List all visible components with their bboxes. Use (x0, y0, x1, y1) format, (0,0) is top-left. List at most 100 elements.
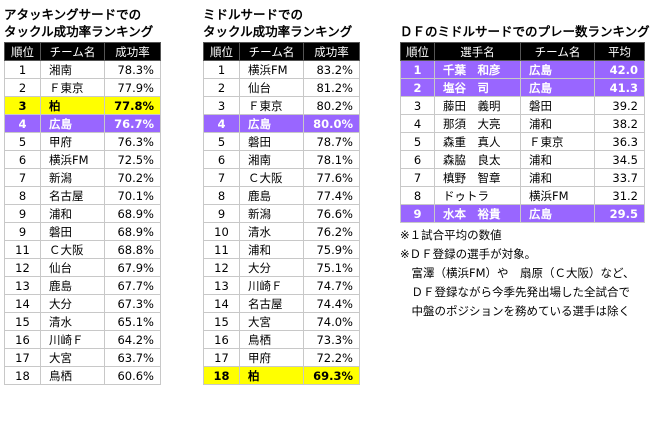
table3-row: 7 槙野 智章 浦和 33.7 (400, 168, 645, 187)
table1-row: 15 清水 65.1% (4, 312, 161, 331)
table3-value-cell: 36.3 (594, 132, 645, 151)
table2-rank-cell: 8 (203, 186, 240, 205)
table1-value-cell: 68.9% (104, 222, 161, 241)
table3-player-cell: ドゥトラ (434, 186, 521, 205)
table2-rank-cell: 17 (203, 348, 240, 367)
table3-rank-cell: 2 (400, 78, 435, 97)
table2-rank-cell: 7 (203, 168, 240, 187)
table1-team-cell: Ｆ東京 (40, 78, 105, 97)
table3-value-cell: 29.5 (594, 204, 645, 223)
table1-rank-cell: 15 (4, 312, 41, 331)
table2-row: 8 鹿島 77.4% (203, 186, 360, 205)
table2-team-cell: 仙台 (239, 78, 304, 97)
table1-team-cell: 新潟 (40, 168, 105, 187)
table3-value-cell: 34.5 (594, 150, 645, 169)
note-line: ＤＦ登録ながら今季先発出場した全試合で (400, 285, 630, 299)
table3-row: 6 森脇 良太 浦和 34.5 (400, 150, 645, 169)
table2-rank-cell: 2 (203, 78, 240, 97)
table1-rank-cell: 18 (4, 366, 41, 385)
table2-title-line1: ミドルサードでの (203, 7, 304, 22)
table1-rank-cell: 12 (4, 258, 41, 277)
table3-team-cell: 広島 (520, 78, 595, 97)
table3-row: 4 那須 大亮 浦和 38.2 (400, 114, 645, 133)
table2-value-cell: 76.2% (303, 222, 360, 241)
table1-row: 7 新潟 70.2% (4, 168, 161, 187)
table2-row: 15 大宮 74.0% (203, 312, 360, 331)
table3-row: 8 ドゥトラ 横浜FM 31.2 (400, 186, 645, 205)
table2-rank-cell: 5 (203, 132, 240, 151)
table2-team-cell: 浦和 (239, 240, 304, 259)
table2-value-cell: 77.6% (303, 168, 360, 187)
table1-row: 17 大宮 63.7% (4, 348, 161, 367)
table3-value-cell: 31.2 (594, 186, 645, 205)
table1-value-cell: 68.8% (104, 240, 161, 259)
table2-value-cell: 78.1% (303, 150, 360, 169)
table1-rank-cell: 9 (4, 204, 41, 223)
table2-row: 7 Ｃ大阪 77.6% (203, 168, 360, 187)
table3-team-cell: 浦和 (520, 168, 595, 187)
table1-row: 13 鹿島 67.7% (4, 276, 161, 295)
table3-player-cell: 森重 真人 (434, 132, 521, 151)
table3-player-cell: 藤田 義明 (434, 96, 521, 115)
table1-rank-cell: 9 (4, 222, 41, 241)
table1-row: 12 仙台 67.9% (4, 258, 161, 277)
table1-header-rank: 順位 (4, 42, 41, 61)
table1-rank-cell: 17 (4, 348, 41, 367)
table1-value-cell: 64.2% (104, 330, 161, 349)
table1-value-cell: 77.8% (104, 96, 161, 115)
table2-rank-cell: 13 (203, 276, 240, 295)
table3-team-cell: 磐田 (520, 96, 595, 115)
table2-team-cell: Ｆ東京 (239, 96, 304, 115)
table1-header-team: チーム名 (40, 42, 105, 61)
table2-value-cell: 80.2% (303, 96, 360, 115)
table3: 順位 選手名 チーム名 平均 1 千葉 和彦 広島 42.0 2 塩谷 司広島 41.3 3 藤… (400, 42, 645, 223)
table3-value-cell: 41.3 (594, 78, 645, 97)
table1-team-cell: 甲府 (40, 132, 105, 151)
table3-header-player: 選手名 (434, 42, 521, 61)
note-line: ※ＤＦ登録の選手が対象。 (400, 247, 537, 261)
table3-team-cell: 浦和 (520, 150, 595, 169)
table1-rank-cell: 14 (4, 294, 41, 313)
table2-header-row: 順位 チーム名 成功率 (203, 42, 360, 61)
table3-player-cell: 千葉 和彦 (434, 60, 521, 79)
table1-team-cell: 名古屋 (40, 186, 105, 205)
table1-value-cell: 77.9% (104, 78, 161, 97)
table2-team-cell: 湘南 (239, 150, 304, 169)
note-line: 富澤（横浜FM）や 扇原（Ｃ大阪）など、 (400, 266, 635, 280)
table3-player-cell: 水本 裕貴 (434, 204, 521, 223)
note-line: ※１試合平均の数値 (400, 228, 502, 242)
table3-player-cell: 森脇 良太 (434, 150, 521, 169)
table1-row: 2 Ｆ東京 77.9% (4, 78, 161, 97)
table1-team-cell: 鹿島 (40, 276, 105, 295)
table2-team-cell: 広島 (239, 114, 304, 133)
table3-value-cell: 42.0 (594, 60, 645, 79)
table3-row: 1 千葉 和彦 広島 42.0 (400, 60, 645, 79)
note-line: 中盤のポジションを務めている選手は除く (400, 304, 630, 318)
table2-rank-cell: 11 (203, 240, 240, 259)
table2-team-cell: 甲府 (239, 348, 304, 367)
table2-value-cell: 78.7% (303, 132, 360, 151)
table3-team-cell: 横浜FM (520, 186, 595, 205)
table2-row: 9 新潟 76.6% (203, 204, 360, 223)
table2-row: 14 名古屋 74.4% (203, 294, 360, 313)
table2: 順位 チーム名 成功率 1 横浜FM 83.2% 2 仙台 81.2% 3 Ｆ東京 80.2% 4… (203, 42, 360, 385)
table1-value-cell: 72.5% (104, 150, 161, 169)
table2-row: 5 磐田 78.7% (203, 132, 360, 151)
table3-rank-cell: 5 (400, 132, 435, 151)
table1-header-value: 成功率 (104, 42, 161, 61)
table2-title-line2: タックル成功率ランキング (203, 24, 353, 39)
table2-team-cell: 大宮 (239, 312, 304, 331)
table1-row: 4 広島 76.7% (4, 114, 161, 133)
table1-row: 16 川崎Ｆ 64.2% (4, 330, 161, 349)
table2-value-cell: 75.1% (303, 258, 360, 277)
table1-row: 18 鳥栖 60.6% (4, 366, 161, 385)
table1: 順位 チーム名 成功率 1 湘南 78.3% 2 Ｆ東京 77.9% 3 柏 77.8% 4 広島 7… (4, 42, 161, 385)
table2-row: 3 Ｆ東京 80.2% (203, 96, 360, 115)
attacking-third-ranking: アタッキングサードでの タックル成功率ランキング 順位 チーム名 成功率 1 湘南… (4, 6, 161, 385)
table1-value-cell: 70.1% (104, 186, 161, 205)
table2-row: 6 湘南 78.1% (203, 150, 360, 169)
table2-rank-cell: 14 (203, 294, 240, 313)
table3-notes: ※１試合平均の数値 ※ＤＦ登録の選手が対象。 富澤（横浜FM）や 扇原（Ｃ大阪）な… (400, 226, 650, 321)
table1-rank-cell: 8 (4, 186, 41, 205)
table2-team-cell: 大分 (239, 258, 304, 277)
